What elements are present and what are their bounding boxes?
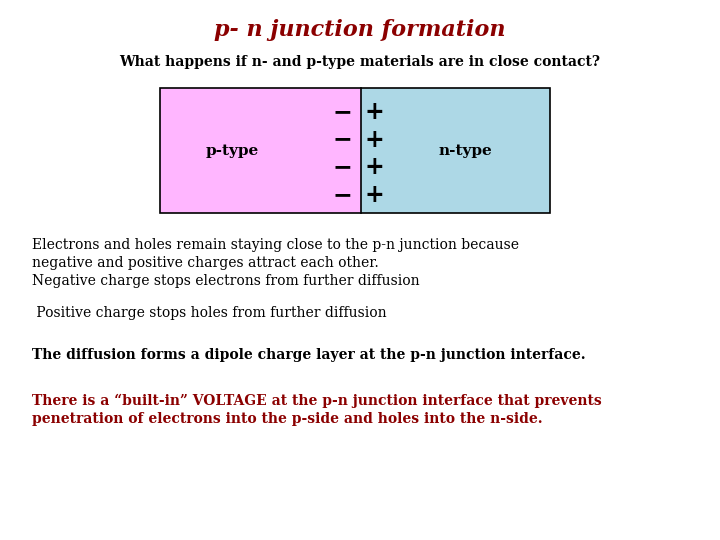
Bar [361,88,550,213]
Text: −: − [333,156,353,179]
Text: penetration of electrons into the p-side and holes into the n-side.: penetration of electrons into the p-side… [32,412,543,426]
Text: Positive charge stops holes from further diffusion: Positive charge stops holes from further… [32,306,387,320]
Text: −: − [333,127,353,152]
Text: p- n junction formation: p- n junction formation [215,19,505,41]
Text: Negative charge stops electrons from further diffusion: Negative charge stops electrons from fur… [32,274,420,288]
Text: Electrons and holes remain staying close to the p-n junction because: Electrons and holes remain staying close… [32,238,519,252]
Text: n-type: n-type [438,144,492,158]
Text: −: − [333,100,353,124]
Text: +: + [365,183,384,207]
Bar [160,88,550,213]
Text: What happens if n- and p-type materials are in close contact?: What happens if n- and p-type materials … [120,55,600,69]
Text: +: + [365,127,384,152]
Text: +: + [365,100,384,124]
Text: p-type: p-type [206,144,259,158]
Text: +: + [365,156,384,179]
Text: The diffusion forms a dipole charge layer at the p-n junction interface.: The diffusion forms a dipole charge laye… [32,348,585,362]
Bar [160,88,361,213]
Text: −: − [333,183,353,207]
Text: There is a “built-in” VOLTAGE at the p-n junction interface that prevents: There is a “built-in” VOLTAGE at the p-n… [32,394,602,408]
Text: negative and positive charges attract each other.: negative and positive charges attract ea… [32,256,379,270]
